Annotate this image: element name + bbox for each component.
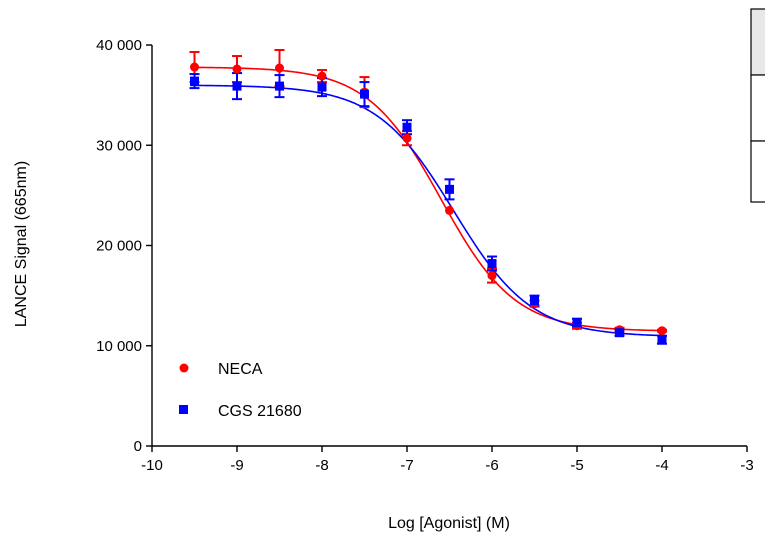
data-point-neca <box>487 271 497 281</box>
y-axis-ticks: 0 10 000 20 000 30 000 40 000 <box>96 37 152 455</box>
table-row-2 <box>750 140 765 203</box>
data-point-neca <box>445 205 454 215</box>
data-points <box>190 62 667 345</box>
data-point-cgs-21680 <box>402 122 412 132</box>
x-tick-label: -4 <box>655 457 668 474</box>
legend-marker-cgs21680 <box>179 405 188 414</box>
y-axis-title: LANCE Signal (665nm) <box>13 161 30 327</box>
data-point-cgs-21680 <box>530 296 539 306</box>
x-tick-label: -9 <box>230 457 243 474</box>
data-point-neca <box>657 326 667 336</box>
data-point-neca <box>275 63 284 73</box>
y-tick-label: 0 <box>134 438 142 455</box>
x-tick-label: -5 <box>570 457 583 474</box>
legend-label-cgs21680: CGS 21680 <box>218 403 302 420</box>
y-tick-label: 30 000 <box>96 137 142 154</box>
data-point-cgs-21680 <box>360 89 369 99</box>
y-tick-label: 20 000 <box>96 238 142 255</box>
fit-curve-cgs-21680 <box>190 84 667 337</box>
data-point-neca <box>232 64 242 74</box>
data-point-neca <box>190 62 199 72</box>
results-table <box>750 8 765 203</box>
data-point-cgs-21680 <box>445 184 454 194</box>
x-axis-ticks: -10 -9 -8 -7 -6 -5 -4 -3 <box>141 446 754 474</box>
x-tick-label: -3 <box>740 457 753 474</box>
data-point-neca <box>402 133 412 143</box>
data-point-cgs-21680 <box>657 335 667 345</box>
x-axis-title: Log [Agonist] (M) <box>388 515 510 532</box>
x-tick-label: -10 <box>141 457 163 474</box>
data-point-cgs-21680 <box>572 318 582 328</box>
x-tick-label: -7 <box>400 457 413 474</box>
data-point-cgs-21680 <box>317 82 327 92</box>
fit-curves <box>190 66 667 337</box>
data-point-cgs-21680 <box>275 81 284 91</box>
data-point-cgs-21680 <box>615 328 624 338</box>
fit-curve-neca <box>190 66 667 332</box>
legend-marker-neca <box>179 363 189 373</box>
legend: NECA CGS 21680 <box>179 361 302 420</box>
y-tick-label: 40 000 <box>96 37 142 54</box>
table-header-row <box>750 8 765 76</box>
y-tick-label: 10 000 <box>96 338 142 355</box>
legend-label-neca: NECA <box>218 361 263 378</box>
data-point-cgs-21680 <box>487 259 497 269</box>
table-row-1 <box>750 74 765 142</box>
data-point-cgs-21680 <box>232 81 242 91</box>
x-tick-label: -8 <box>315 457 328 474</box>
data-point-neca <box>317 71 327 81</box>
error-bars <box>189 49 667 345</box>
x-tick-label: -6 <box>485 457 498 474</box>
data-point-cgs-21680 <box>190 76 199 86</box>
